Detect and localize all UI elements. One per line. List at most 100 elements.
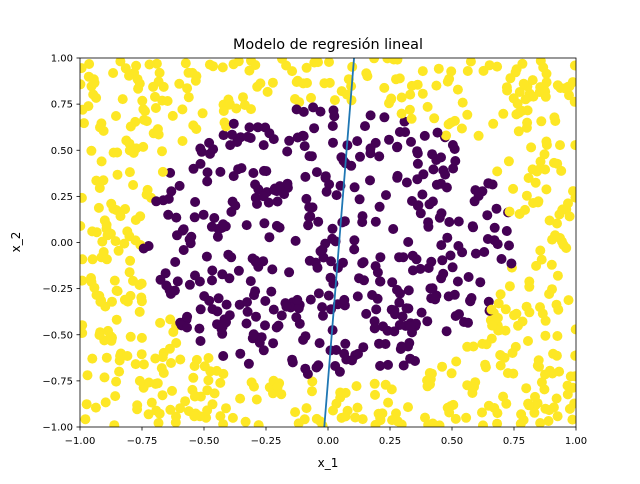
- data-point: [437, 361, 448, 372]
- data-point: [87, 353, 98, 364]
- data-point: [434, 212, 445, 223]
- data-point: [246, 104, 256, 115]
- data-point: [492, 61, 503, 72]
- data-point: [213, 293, 224, 304]
- data-point: [267, 264, 278, 275]
- data-point: [387, 277, 398, 288]
- data-point: [112, 169, 123, 180]
- data-point: [465, 295, 475, 306]
- data-point: [456, 123, 467, 134]
- data-point: [250, 286, 261, 297]
- data-point: [346, 160, 357, 171]
- data-point: [361, 308, 372, 319]
- data-point: [397, 311, 408, 322]
- data-point: [392, 284, 402, 295]
- data-point: [514, 107, 525, 118]
- data-point: [293, 303, 304, 314]
- data-point: [331, 190, 342, 201]
- data-point: [143, 377, 154, 388]
- data-point: [174, 78, 185, 89]
- data-point: [524, 281, 535, 292]
- data-point: [138, 243, 149, 254]
- data-point: [496, 254, 507, 264]
- data-point: [83, 101, 94, 112]
- data-point: [125, 121, 136, 132]
- data-point: [551, 393, 562, 404]
- data-point: [102, 230, 113, 241]
- data-point: [431, 179, 442, 190]
- data-point: [188, 372, 199, 383]
- data-point: [111, 314, 122, 325]
- data-point: [357, 414, 368, 425]
- data-point: [99, 372, 110, 383]
- data-point: [138, 359, 149, 370]
- data-point: [202, 167, 213, 178]
- data-point: [277, 58, 287, 64]
- data-point: [351, 381, 362, 392]
- data-point: [258, 191, 269, 202]
- data-point: [175, 403, 186, 414]
- data-point: [93, 202, 104, 213]
- data-point: [201, 251, 212, 262]
- data-point: [240, 416, 251, 427]
- data-point: [406, 113, 417, 124]
- data-point: [217, 62, 228, 73]
- data-point: [500, 325, 511, 336]
- data-point: [425, 283, 436, 294]
- data-point: [303, 220, 314, 231]
- data-point: [428, 164, 439, 175]
- data-point: [174, 180, 185, 191]
- data-point: [416, 307, 427, 318]
- data-point: [242, 297, 252, 308]
- data-point: [204, 59, 215, 70]
- data-point: [504, 206, 515, 217]
- data-point: [161, 280, 172, 291]
- data-point: [233, 265, 244, 276]
- data-point: [541, 136, 552, 147]
- data-point: [390, 309, 400, 320]
- data-point: [111, 376, 122, 387]
- data-point: [252, 198, 262, 209]
- data-point: [412, 148, 423, 159]
- data-point: [369, 316, 380, 327]
- data-point: [342, 89, 352, 100]
- data-point: [534, 361, 544, 372]
- data-point: [396, 108, 407, 119]
- data-point: [383, 359, 393, 370]
- data-point: [324, 179, 335, 190]
- data-point: [167, 110, 178, 121]
- data-point: [238, 92, 248, 103]
- data-point: [357, 258, 368, 269]
- data-point: [468, 222, 479, 233]
- data-point: [188, 163, 199, 174]
- data-point: [235, 393, 246, 404]
- data-point: [191, 124, 202, 134]
- data-point: [540, 91, 551, 102]
- data-point: [470, 185, 481, 196]
- data-point: [136, 349, 147, 360]
- data-point: [403, 285, 414, 296]
- data-point: [189, 361, 200, 371]
- data-point: [309, 123, 320, 134]
- data-point: [109, 420, 120, 427]
- data-point: [367, 290, 378, 300]
- data-point: [165, 314, 176, 325]
- data-point: [183, 92, 194, 103]
- data-point: [388, 224, 399, 234]
- regression-line-layer: [323, 58, 355, 427]
- data-point: [258, 345, 269, 356]
- data-point: [535, 245, 546, 256]
- data-point: [396, 341, 407, 352]
- data-point: [419, 130, 430, 141]
- data-point: [304, 212, 315, 223]
- data-point: [108, 68, 119, 78]
- data-point: [354, 194, 365, 205]
- data-point: [503, 156, 514, 167]
- data-point: [157, 390, 168, 401]
- data-point: [80, 118, 89, 129]
- data-point: [438, 268, 449, 279]
- data-point: [362, 71, 373, 82]
- data-point: [325, 272, 336, 283]
- data-point: [306, 92, 316, 103]
- data-point: [530, 177, 541, 188]
